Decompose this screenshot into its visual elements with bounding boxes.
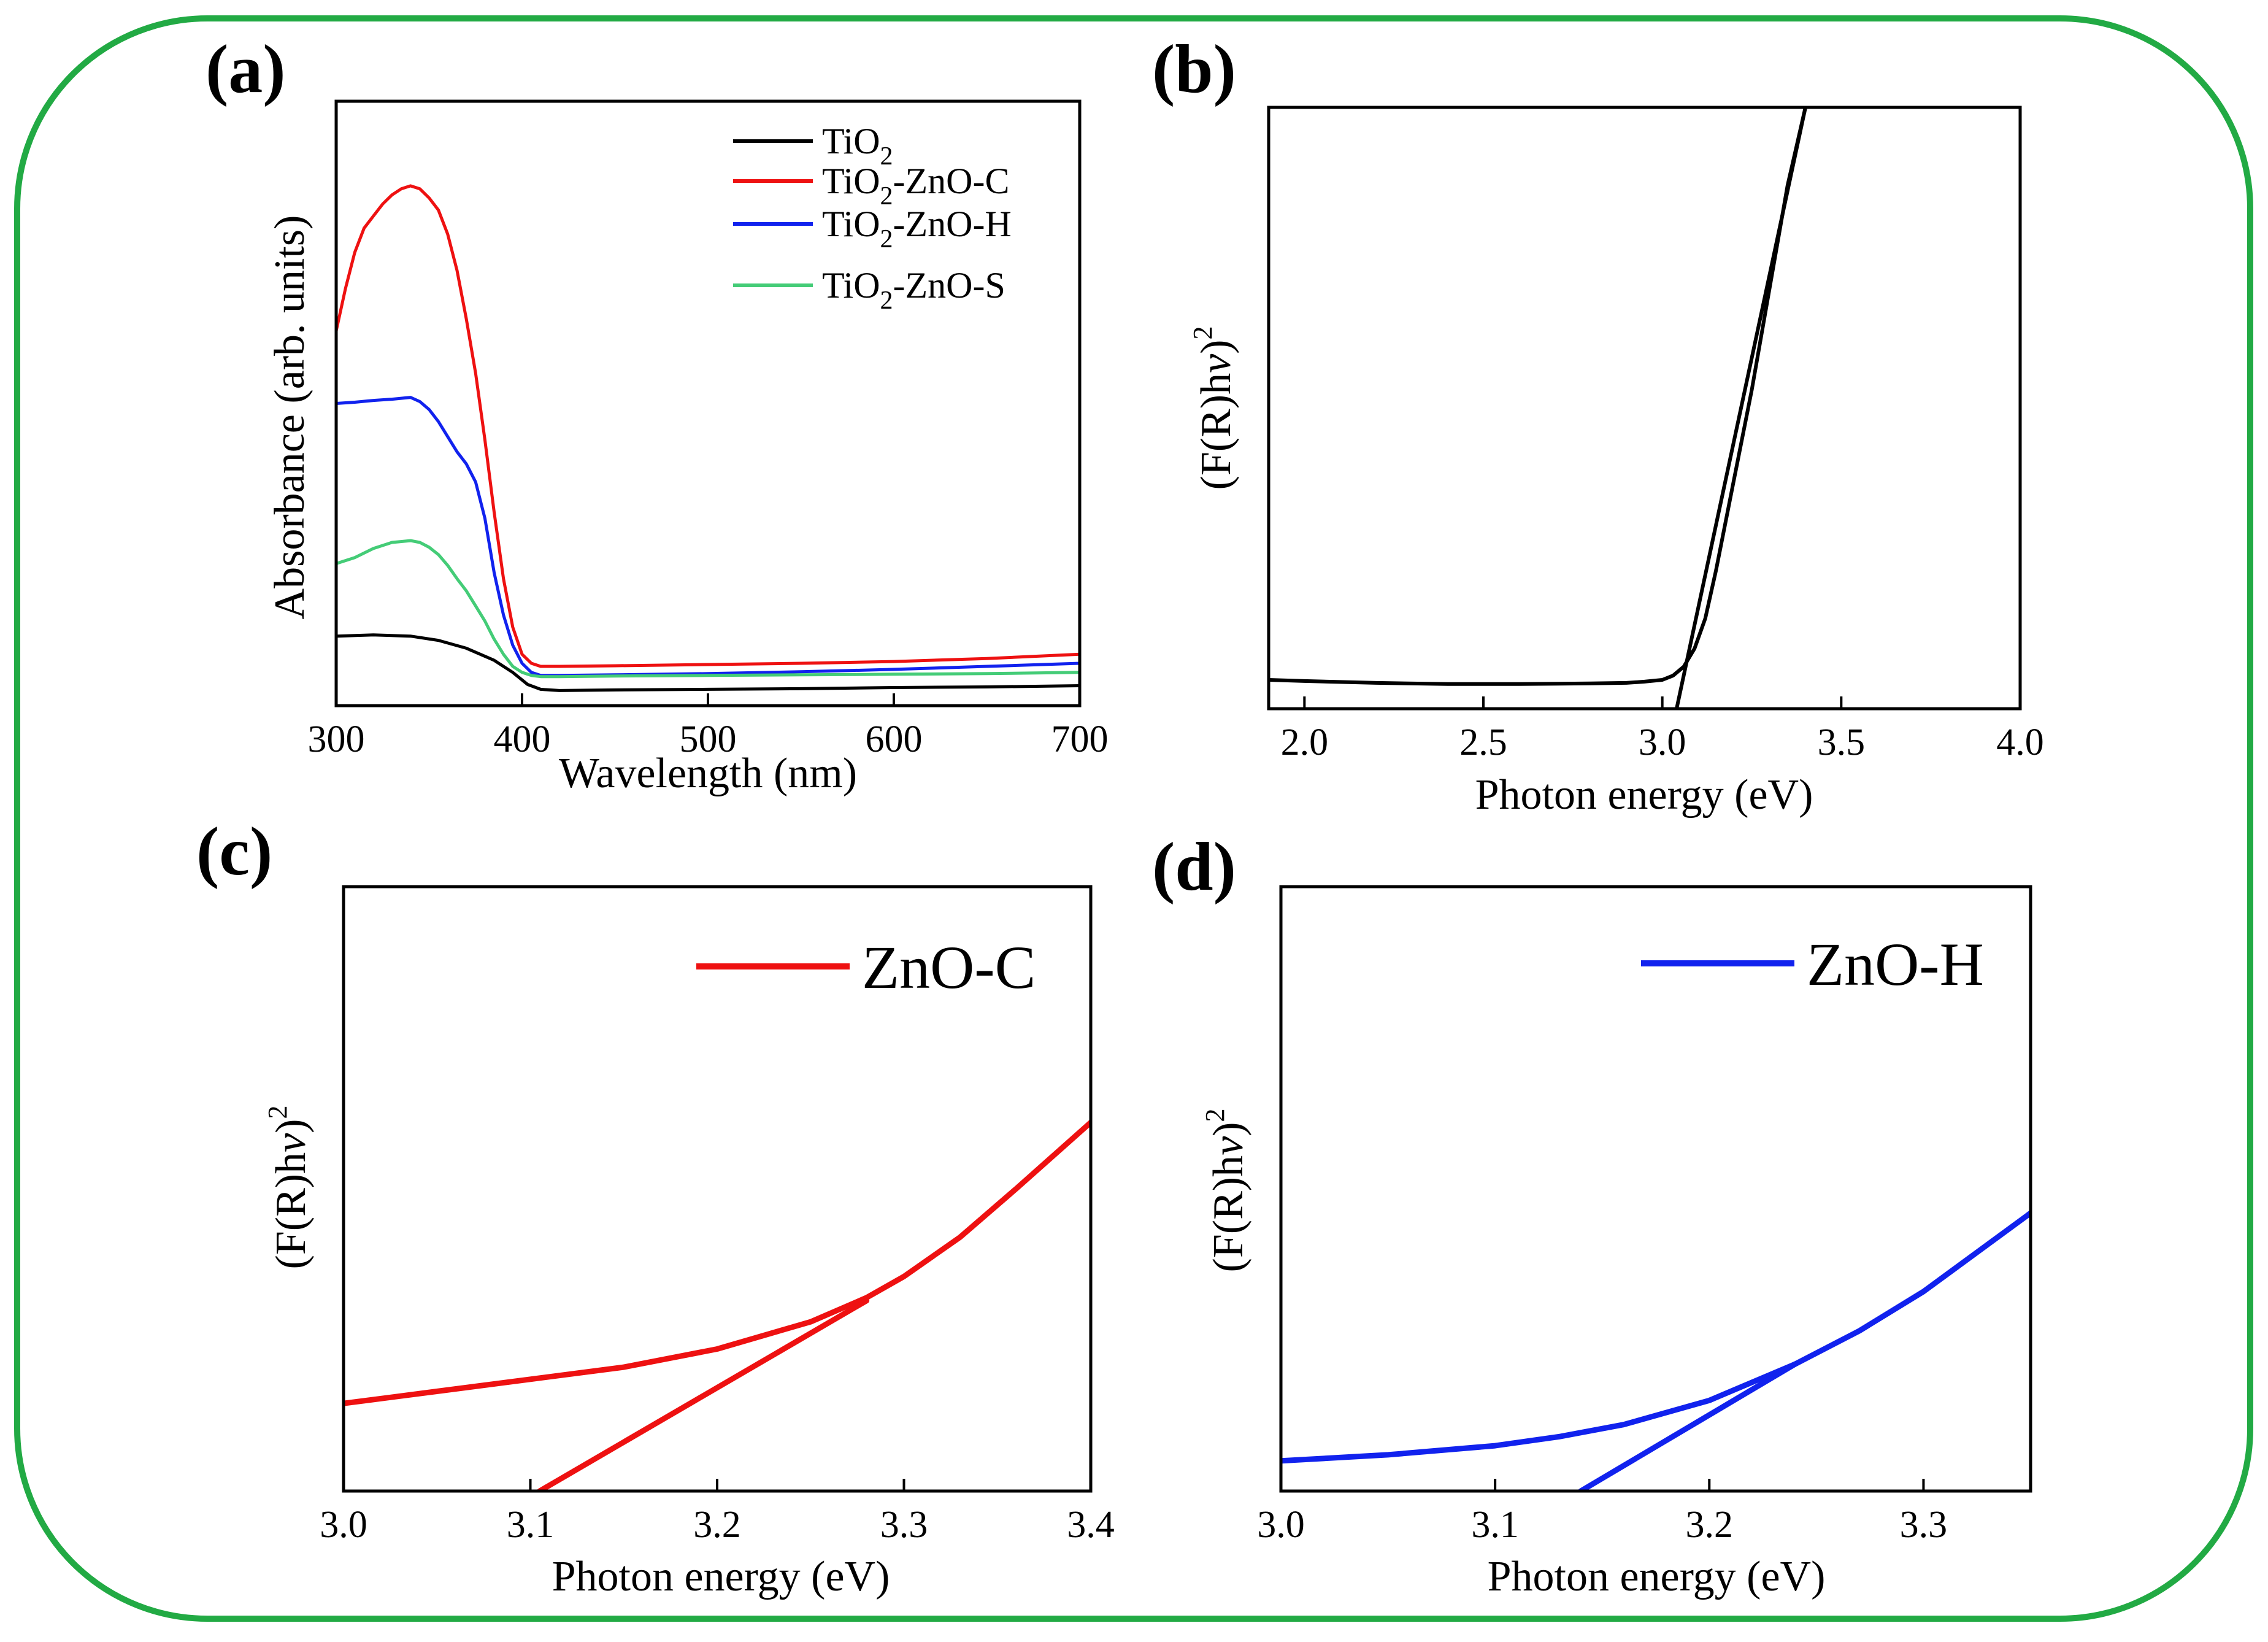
panel-b-x-axis-title: Photon energy (eV) <box>1475 771 1813 819</box>
panel-a-x-tick-label: 600 <box>866 719 923 760</box>
panel-c-label: (c) <box>196 814 272 890</box>
panel-a-series-group <box>336 184 1080 692</box>
panel-b-x-tick-label: 4.0 <box>1996 722 2044 763</box>
panel-a-series-tio2 <box>336 633 1080 692</box>
panel-d-axes-frame <box>1279 885 2032 1493</box>
panel-c-x-tick-label: 3.1 <box>507 1504 555 1546</box>
panel-b-axes-frame <box>1267 106 2022 711</box>
panel-d-x-axis-title: Photon energy (eV) <box>1488 1553 1826 1600</box>
panel-d-series-group <box>1281 1210 2031 1491</box>
panel-c-series-zno-c <box>344 1119 1091 1406</box>
panel-d-y-axis-title: (F(R)hν)2 <box>1200 1109 1252 1273</box>
panel-b-label: (b) <box>1152 31 1236 107</box>
panel-b-x-tick-label: 3.0 <box>1639 722 1686 763</box>
panel-d-series-tangent-line <box>1578 1361 1798 1491</box>
legend-label-zno-h: ZnO-H <box>1807 930 1984 998</box>
legend-label-zno_h: TiO2-ZnO-H <box>822 204 1012 253</box>
panel-d: (d) 3.0 3.1 3.2 3.3 Photon energy (eV) (F(R… <box>1152 829 2032 1600</box>
panel-d-x-tick-label: 3.0 <box>1257 1504 1305 1546</box>
panel-d-legend: ZnO-H <box>1641 930 1984 998</box>
legend-label-zno_c: TiO2-ZnO-C <box>822 161 1010 210</box>
panel-c-series-tangent-line <box>537 1298 870 1491</box>
panel-a-series-tio2-zno-c <box>336 184 1080 668</box>
panel-c: (c) 3.0 3.1 3.2 3.3 3.4 Photon energy (eV) (… <box>196 814 1115 1600</box>
panel-a-x-tick-label: 300 <box>308 719 365 760</box>
panel-c-legend: ZnO-C <box>696 933 1036 1001</box>
panel-a-x-axis-title: Wavelength (nm) <box>559 750 857 797</box>
panel-b-series-tio2-curve <box>1269 107 1807 686</box>
panel-b-x-tick-label: 3.5 <box>1818 722 1866 763</box>
panel-c-x-axis-title: Photon energy (eV) <box>552 1553 890 1600</box>
panel-d-x-ticks: 3.0 3.1 3.2 3.3 <box>1257 1479 1947 1546</box>
panel-b-series-tangent-line <box>1675 107 1807 709</box>
panel-d-series-zno-h <box>1281 1210 2031 1464</box>
panel-a-y-axis-title: Absorbance (arb. units) <box>266 215 313 620</box>
panel-d-x-tick-label: 3.1 <box>1471 1504 1519 1546</box>
panel-d-x-tick-label: 3.2 <box>1686 1504 1734 1546</box>
panel-b-y-axis-title: (F(R)hν)2 <box>1188 326 1240 490</box>
panel-c-x-tick-label: 3.2 <box>693 1504 741 1546</box>
panel-b-x-ticks: 2.0 2.5 3.0 3.5 4.0 <box>1281 696 2044 763</box>
panel-a-x-ticks: 300 400 500 600 700 <box>308 693 1109 760</box>
panel-b-x-tick-label: 2.5 <box>1459 722 1507 763</box>
panel-c-y-axis-title: (F(R)hν)2 <box>263 1106 315 1270</box>
panel-c-x-tick-label: 3.4 <box>1067 1504 1115 1546</box>
panel-b-x-tick-label: 2.0 <box>1281 722 1329 763</box>
panel-c-series-group <box>344 1119 1091 1491</box>
panel-c-x-tick-label: 3.3 <box>880 1504 928 1546</box>
legend-label-tio2: TiO2 <box>822 121 893 171</box>
panel-b: (b) 2.0 2.5 3.0 3.5 4.0 Photon energy (eV) (… <box>1152 31 2044 819</box>
outer-frame <box>14 15 2253 1622</box>
panel-a-label: (a) <box>206 31 286 107</box>
panel-a-series-tio2-zno-s <box>336 539 1080 679</box>
panel-d-label: (d) <box>1152 829 1236 905</box>
panel-a-series-tio2-zno-h <box>336 396 1080 677</box>
panel-c-x-ticks: 3.0 3.1 3.2 3.3 3.4 <box>320 1479 1115 1546</box>
panel-a-x-tick-label: 500 <box>680 719 737 760</box>
panel-a-x-tick-label: 400 <box>494 719 551 760</box>
panel-a-x-tick-label: 700 <box>1051 719 1109 760</box>
legend-label-zno_s: TiO2-ZnO-S <box>822 265 1005 315</box>
panel-b-series-group <box>1269 107 1807 709</box>
panel-d-x-tick-label: 3.3 <box>1900 1504 1948 1546</box>
panel-c-x-tick-label: 3.0 <box>320 1504 367 1546</box>
legend-label-zno-c: ZnO-C <box>862 933 1036 1001</box>
panel-a: (a) 300 400 500 600 700 Wavelength (nm) Abso… <box>206 31 1109 797</box>
